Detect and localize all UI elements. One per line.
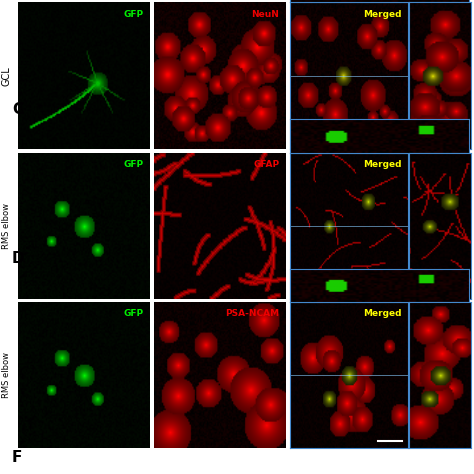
Text: GFP: GFP [123, 10, 143, 18]
Text: D: D [12, 251, 25, 266]
Text: F: F [12, 449, 22, 465]
Text: NeuN: NeuN [251, 10, 279, 18]
Text: GFP: GFP [123, 160, 143, 169]
Text: C: C [12, 102, 23, 117]
Text: GFAP: GFAP [253, 160, 279, 169]
Text: GCL: GCL [1, 66, 11, 86]
Text: PSA-NCAM: PSA-NCAM [225, 309, 279, 318]
Text: Merged: Merged [363, 10, 402, 18]
Text: Merged: Merged [363, 160, 402, 169]
Text: RMS elbow: RMS elbow [2, 202, 10, 249]
Text: GFP: GFP [123, 309, 143, 318]
Text: Merged: Merged [363, 309, 402, 318]
Text: RMS elbow: RMS elbow [2, 352, 10, 398]
